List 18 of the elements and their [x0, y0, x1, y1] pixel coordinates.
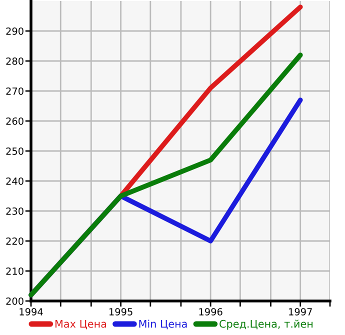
- y-tick-label: 290: [6, 27, 24, 35]
- legend-label: Min Цена: [139, 320, 187, 330]
- y-tick-label: 210: [6, 267, 24, 275]
- x-tick-label: 1997: [289, 308, 312, 316]
- x-tick-label: 1995: [109, 308, 132, 316]
- y-tick-label: 250: [6, 147, 24, 155]
- y-tick-label: 280: [6, 57, 24, 65]
- legend-label: Max Цена: [55, 320, 106, 330]
- line-series: [28, 52, 303, 298]
- x-tick-label: 1996: [199, 308, 222, 316]
- y-tick-label: 220: [6, 237, 24, 245]
- y-tick-label: 240: [6, 177, 24, 185]
- y-tick-label: 270: [6, 87, 24, 95]
- legend-label: Сред.Цена, т.йен: [220, 320, 313, 330]
- y-tick-label: 200: [6, 297, 24, 305]
- x-tick-label: 1994: [20, 308, 43, 316]
- y-tick-label: 230: [6, 207, 24, 215]
- y-tick-label: 260: [6, 117, 24, 125]
